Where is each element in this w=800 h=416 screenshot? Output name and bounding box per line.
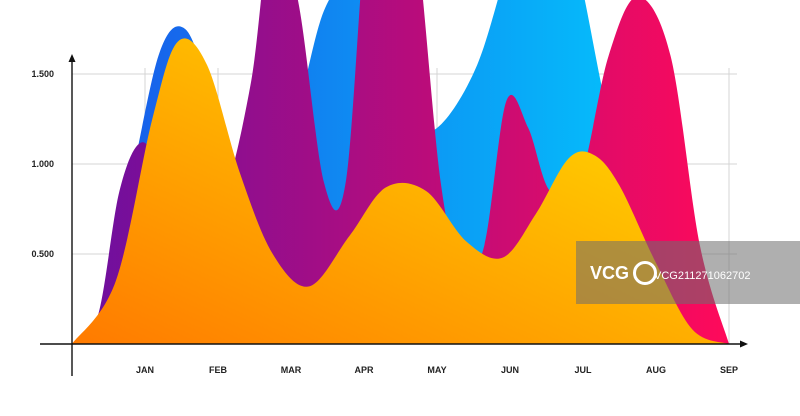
x-axis-arrow [740, 340, 748, 348]
x-tick-labels: JAN FEB MAR APR MAY JUN JUL AUG SEP [136, 365, 738, 375]
x-tick-label: FEB [209, 365, 228, 375]
y-tick-label: 1.000 [31, 159, 54, 169]
y-axis-arrow [68, 54, 76, 62]
area-series-group [72, 0, 729, 345]
y-tick-label: 0.500 [31, 249, 54, 259]
watermark-logo: VCG [590, 255, 660, 291]
area-series-3 [72, 38, 729, 345]
x-tick-label: APR [354, 365, 374, 375]
watermark-sun-icon [633, 261, 658, 285]
x-tick-label: MAR [281, 365, 302, 375]
x-tick-label: JUL [574, 365, 592, 375]
x-tick-label: JUN [501, 365, 519, 375]
axes [40, 54, 748, 376]
x-tick-label: JAN [136, 365, 154, 375]
x-tick-label: MAY [427, 365, 446, 375]
watermark-id: VCG211271062702 [654, 270, 751, 282]
y-tick-label: 1.500 [31, 69, 54, 79]
x-tick-label: AUG [646, 365, 666, 375]
watermark-band [576, 241, 800, 304]
x-tick-label: SEP [720, 365, 738, 375]
watermark-logo-text: VCG [590, 262, 630, 283]
